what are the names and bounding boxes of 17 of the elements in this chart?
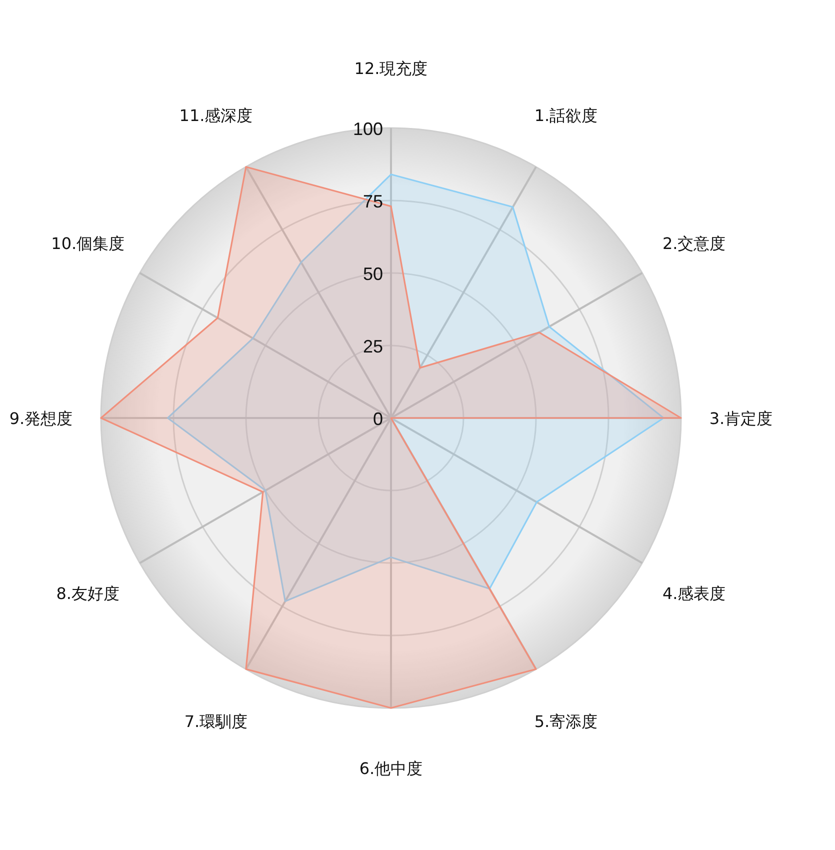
y-tick-label: 50 (362, 264, 383, 284)
spoke-label: 10.個集度 (51, 234, 125, 253)
y-tick-label: 100 (352, 119, 383, 139)
spoke-label: 2.交意度 (662, 234, 726, 253)
spoke-label: 11.感深度 (179, 106, 253, 125)
spoke-label: 12.現充度 (354, 59, 428, 78)
y-tick-label: 25 (362, 336, 383, 356)
spoke-label: 6.他中度 (359, 759, 423, 778)
spoke-label: 5.寄添度 (534, 712, 598, 732)
spoke-label: 4.感表度 (662, 584, 726, 603)
spoke-label: 9.発想度 (9, 409, 73, 428)
y-tick-label: 75 (362, 192, 383, 212)
spoke-label: 1.話欲度 (534, 106, 598, 125)
y-tick-label: 0 (372, 409, 383, 429)
spoke-label: 7.環馴度 (184, 712, 248, 732)
spoke-label: 8.友好度 (56, 584, 120, 603)
spoke-label: 3.肯定度 (709, 409, 773, 428)
